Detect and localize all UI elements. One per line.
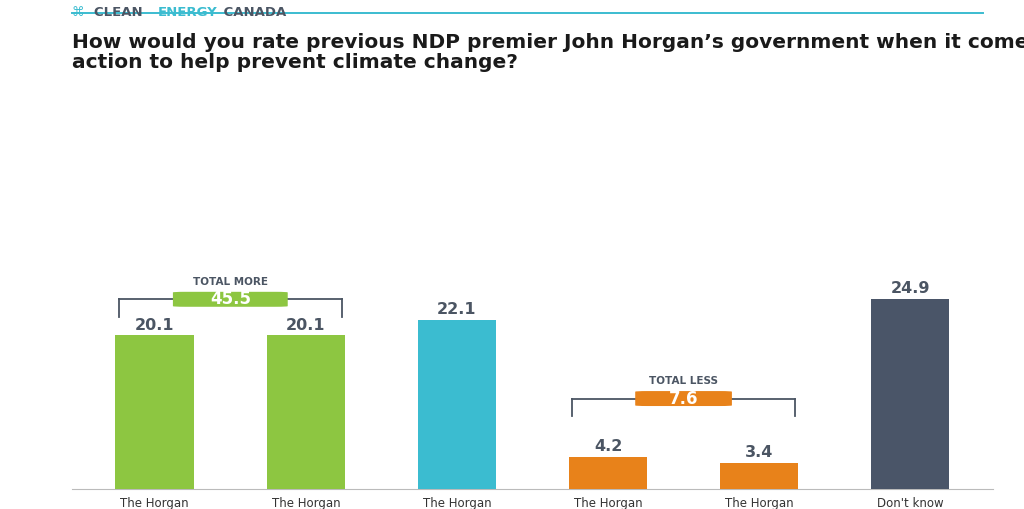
Text: ⌘: ⌘ [72,6,88,19]
Text: action to help prevent climate change?: action to help prevent climate change? [72,53,517,72]
Text: ENERGY: ENERGY [158,6,217,19]
FancyBboxPatch shape [173,292,288,307]
Text: TOTAL LESS: TOTAL LESS [649,376,718,386]
Text: TOTAL MORE: TOTAL MORE [193,277,268,287]
FancyBboxPatch shape [635,391,732,406]
Bar [418,320,497,489]
Bar [568,457,647,489]
Bar [720,463,799,489]
Text: 24.9: 24.9 [891,281,930,296]
Text: CLEAN: CLEAN [94,6,147,19]
Bar [116,335,195,489]
Text: 20.1: 20.1 [286,318,326,332]
Bar [870,298,949,489]
Text: CANADA: CANADA [219,6,287,19]
Bar [266,335,345,489]
Text: 3.4: 3.4 [744,445,773,460]
Text: 45.5: 45.5 [210,290,251,308]
Text: 7.6: 7.6 [669,389,698,408]
Text: How would you rate previous NDP premier John Horgan’s government when it comes t: How would you rate previous NDP premier … [72,33,1024,52]
Text: 4.2: 4.2 [594,439,623,454]
Text: 22.1: 22.1 [437,302,477,317]
Text: 20.1: 20.1 [135,318,174,332]
